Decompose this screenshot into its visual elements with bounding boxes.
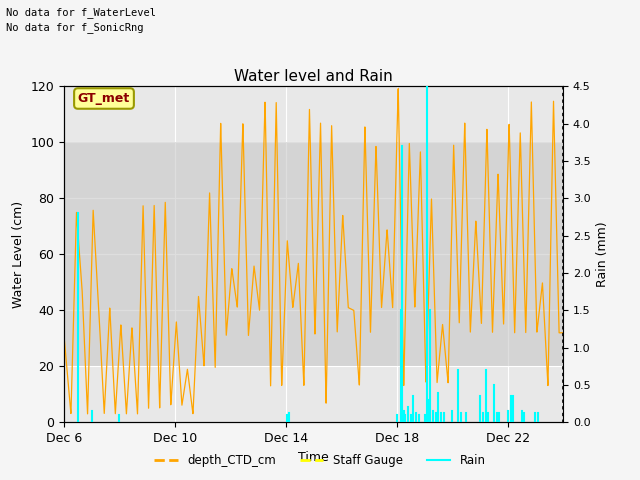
Title: Water level and Rain: Water level and Rain [234,69,393,84]
X-axis label: Time: Time [298,451,329,464]
Y-axis label: Water Level (cm): Water Level (cm) [12,201,25,308]
Text: No data for f_WaterLevel: No data for f_WaterLevel [6,7,156,18]
Text: No data for f_SonicRng: No data for f_SonicRng [6,22,144,33]
Legend: depth_CTD_cm, Staff Gauge, Rain: depth_CTD_cm, Staff Gauge, Rain [150,449,490,472]
Text: GT_met: GT_met [78,92,130,105]
Bar [64,143,563,366]
Y-axis label: Rain (mm): Rain (mm) [596,222,609,287]
